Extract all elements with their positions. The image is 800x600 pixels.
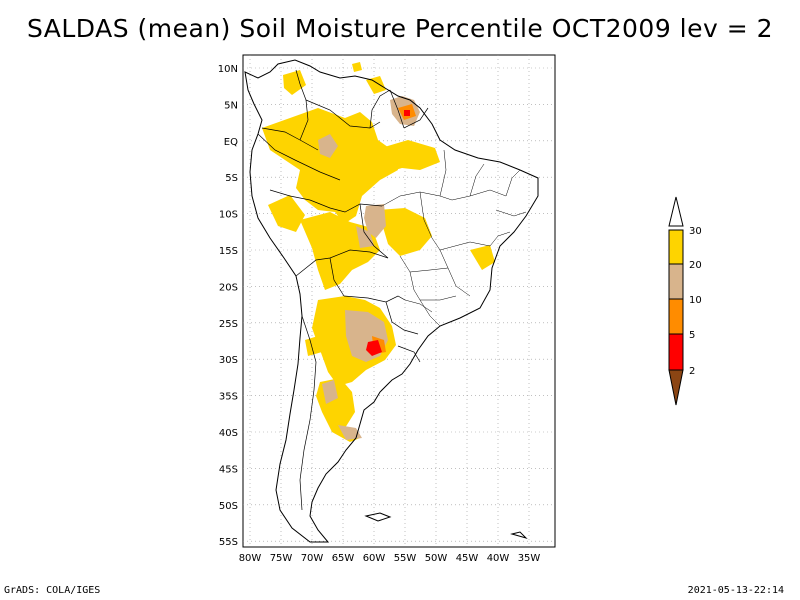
color-legend: 30 20 10 5 2 (668, 196, 702, 406)
lon-tick-label: 55W (394, 553, 417, 564)
footer-timestamp: 2021-05-13-22:14 (687, 585, 784, 596)
lon-tick-label: 45W (456, 553, 479, 564)
lon-tick-label: 35W (518, 553, 541, 564)
lat-tick-label: 25S (219, 319, 238, 330)
lon-tick-label: 40W (487, 553, 510, 564)
lon-tick-label: 70W (301, 553, 324, 564)
lon-tick-label: 75W (270, 553, 293, 564)
lat-tick-label: 35S (219, 392, 238, 403)
legend-level-label: 10 (689, 295, 702, 306)
legend-arrow-top (668, 196, 684, 227)
lat-tick-label: EQ (224, 137, 238, 148)
country-borders (257, 69, 429, 511)
footer-credit: GrADS: COLA/IGES (4, 585, 101, 596)
lat-tick-label: 5S (225, 173, 238, 184)
state-borders (381, 149, 527, 327)
chart-title: SALDAS (mean) Soil Moisture Percentile O… (26, 14, 774, 43)
lat-tick-label: 50S (219, 501, 238, 512)
legend-level-label: 30 (689, 226, 702, 237)
lon-tick-label: 65W (332, 553, 355, 564)
lat-tick-label: 15S (219, 246, 238, 257)
latitude-labels: 10N 5N EQ 5S 10S 15S 20S 25S 30S 35S 40S 45S 50S 55S (218, 64, 238, 548)
legend-level-label: 2 (689, 366, 695, 377)
legend-labels: 30 20 10 5 2 (689, 226, 702, 377)
legend-level-label: 20 (689, 260, 702, 271)
percentile-shading (262, 62, 495, 442)
lat-tick-label: 10S (219, 210, 238, 221)
coastline (244, 59, 539, 543)
legend-box-20-30 (668, 229, 684, 265)
legend-box-5-10 (668, 298, 684, 335)
lat-tick-label: 10N (218, 64, 238, 75)
lat-tick-label: 5N (224, 100, 238, 111)
lon-tick-label: 80W (239, 553, 262, 564)
legend-level-label: 5 (689, 330, 695, 341)
legend-arrow-bottom (668, 369, 684, 406)
lat-tick-label: 40S (219, 428, 238, 439)
lat-tick-label: 55S (219, 537, 238, 548)
lon-tick-label: 50W (425, 553, 448, 564)
longitude-labels: 80W 75W 70W 65W 60W 55W 50W 45W 40W 35W (239, 553, 541, 564)
lat-tick-label: 45S (219, 464, 238, 475)
lon-tick-label: 60W (363, 553, 386, 564)
lat-tick-label: 20S (219, 282, 238, 293)
legend-box-10-20 (668, 263, 684, 300)
legend-box-2-5 (668, 333, 684, 371)
shading-2-5 (366, 110, 410, 356)
lat-tick-label: 30S (219, 355, 238, 366)
